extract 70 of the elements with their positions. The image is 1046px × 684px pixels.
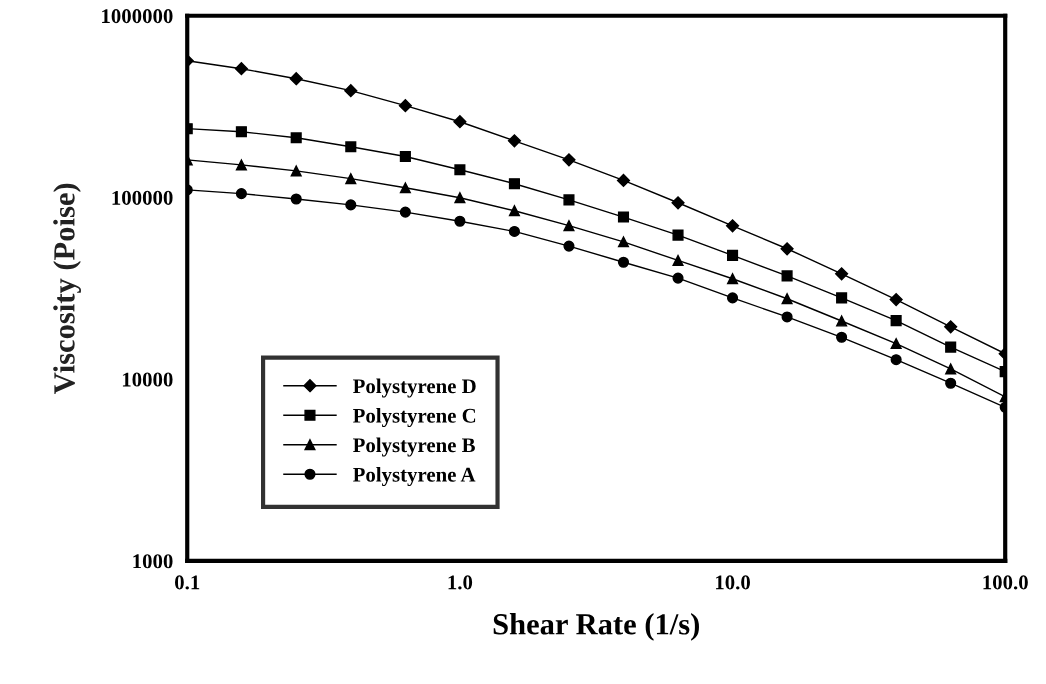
point bbox=[726, 292, 739, 304]
point bbox=[345, 141, 357, 153]
x-tick-label: 100.0 bbox=[983, 575, 1028, 590]
x-tick-label: 1.0 bbox=[448, 575, 473, 590]
point bbox=[726, 249, 739, 261]
y-tick-label: 1000 bbox=[133, 554, 173, 569]
point bbox=[508, 178, 520, 190]
point bbox=[235, 126, 247, 138]
point bbox=[563, 194, 575, 206]
legend-label: Polystyrene C bbox=[353, 408, 476, 428]
point bbox=[290, 193, 302, 205]
point bbox=[780, 242, 794, 256]
x-tick-label: 10.0 bbox=[715, 575, 750, 590]
point bbox=[290, 165, 302, 177]
point bbox=[890, 354, 902, 366]
point bbox=[453, 115, 467, 129]
point bbox=[726, 273, 739, 285]
point bbox=[781, 311, 793, 323]
point bbox=[889, 293, 903, 307]
x-axis-title: Shear Rate (1/s) bbox=[493, 613, 699, 641]
point bbox=[235, 159, 247, 171]
point bbox=[344, 84, 358, 98]
point bbox=[398, 99, 412, 113]
y-tick-label: 100000 bbox=[112, 190, 173, 205]
point bbox=[235, 188, 247, 200]
point bbox=[945, 377, 957, 389]
point bbox=[345, 199, 357, 211]
point bbox=[945, 363, 957, 375]
point bbox=[234, 62, 248, 76]
point bbox=[672, 272, 684, 284]
point bbox=[672, 229, 684, 241]
y-axis-title: Viscosity (Poise) bbox=[53, 183, 81, 394]
point bbox=[725, 219, 740, 233]
legend-label: Polystyrene A bbox=[353, 467, 476, 487]
point bbox=[945, 341, 957, 353]
point bbox=[672, 254, 684, 267]
legend-label: Polystyrene B bbox=[353, 437, 475, 457]
point bbox=[836, 331, 848, 343]
point bbox=[454, 164, 466, 176]
point bbox=[290, 132, 302, 144]
point bbox=[563, 220, 575, 232]
point bbox=[617, 236, 630, 248]
point bbox=[781, 270, 793, 282]
point bbox=[563, 240, 575, 252]
point bbox=[399, 206, 411, 218]
y-tick-label: 10000 bbox=[122, 372, 173, 387]
point bbox=[345, 173, 357, 185]
x-tick-label: 0.1 bbox=[175, 575, 200, 590]
point bbox=[289, 72, 303, 86]
point bbox=[944, 320, 958, 334]
y-tick-label: 1000000 bbox=[102, 9, 173, 24]
point bbox=[617, 211, 630, 223]
point bbox=[671, 196, 685, 210]
point bbox=[399, 150, 411, 163]
point bbox=[781, 293, 793, 305]
point bbox=[454, 192, 466, 204]
point bbox=[616, 173, 631, 188]
point bbox=[562, 153, 576, 167]
point bbox=[399, 182, 411, 194]
point bbox=[890, 338, 902, 350]
point bbox=[617, 256, 630, 268]
point bbox=[507, 134, 522, 148]
point bbox=[508, 205, 520, 217]
point bbox=[454, 215, 466, 227]
point bbox=[508, 225, 520, 238]
legend-label: Polystyrene D bbox=[353, 378, 476, 398]
point bbox=[890, 315, 902, 327]
point bbox=[836, 292, 848, 304]
point bbox=[835, 267, 849, 281]
point bbox=[836, 315, 848, 327]
